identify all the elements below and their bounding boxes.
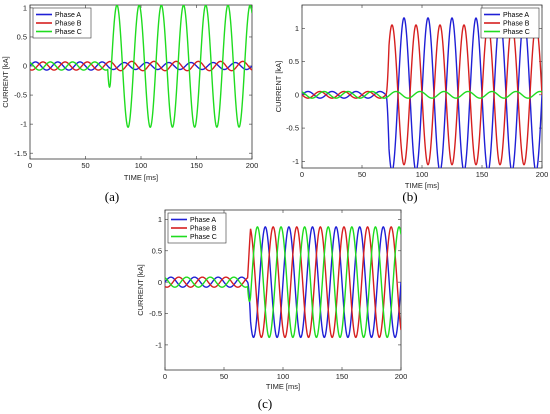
series-line-phase-a <box>30 61 252 71</box>
x-tick-label: 150 <box>336 372 349 381</box>
y-tick-label: -1 <box>155 341 162 350</box>
y-tick-label: -1 <box>20 120 27 129</box>
y-tick-label: -0.5 <box>14 91 27 100</box>
series-line-phase-c <box>302 90 542 99</box>
x-axis-label: TIME [ms] <box>405 181 439 190</box>
series-group <box>165 226 401 339</box>
y-axis-label: CURRENT [kA] <box>1 56 10 108</box>
x-tick-label: 0 <box>163 372 167 381</box>
x-tick-label: 100 <box>277 372 290 381</box>
y-tick-label: -0.5 <box>286 124 299 133</box>
x-tick-label: 100 <box>416 170 429 179</box>
y-tick-label: 1 <box>23 4 27 13</box>
x-tick-label: 200 <box>536 170 549 179</box>
series-line-phase-a <box>165 226 401 339</box>
x-tick-label: 0 <box>300 170 304 179</box>
y-tick-label: 0.5 <box>152 246 162 255</box>
series-line-phase-c <box>165 226 401 339</box>
legend-entry: Phase C <box>190 234 217 241</box>
x-tick-label: 150 <box>476 170 489 179</box>
chart-panel-2: 0 50 100 150 200 1 0.5 0 -0.5 -1 TIME [ms] CURRENT … <box>274 4 549 204</box>
y-axis-label: CURRENT [kA] <box>274 61 283 113</box>
x-axis-label: TIME [ms] <box>266 382 300 391</box>
x-tick-label: 150 <box>190 161 203 170</box>
y-tick-label: 1 <box>158 215 162 224</box>
series-line-phase-b <box>302 24 542 166</box>
legend-entry: Phase A <box>503 12 529 19</box>
legend-entry: Phase C <box>55 29 82 36</box>
y-tick-label: -1 <box>292 157 299 166</box>
series-group <box>30 5 252 128</box>
panel-label: (b) <box>402 189 417 204</box>
series-line-phase-c <box>30 5 252 128</box>
y-tick-label: -1.5 <box>14 149 27 158</box>
series-line-phase-b <box>30 60 252 72</box>
series-line-phase-b <box>165 226 401 339</box>
legend-entry: Phase B <box>55 20 82 27</box>
y-axis-label: CURRENT [kA] <box>136 264 145 316</box>
x-tick-label: 200 <box>246 161 259 170</box>
x-tick-label: 50 <box>220 372 228 381</box>
panel-label: (c) <box>258 396 272 411</box>
legend-entry: Phase B <box>503 20 530 27</box>
x-tick-label: 200 <box>395 372 408 381</box>
y-tick-label: 1 <box>295 24 299 33</box>
x-tick-label: 0 <box>28 161 32 170</box>
chart-panel-1: 0 50 100 150 200 1 0.5 0 -0.5 -1 -1.5 TIME [ms] CURR… <box>1 4 258 204</box>
legend-entry: Phase A <box>190 217 216 224</box>
legend-entry: Phase C <box>503 29 530 36</box>
y-tick-label: -0.5 <box>149 309 162 318</box>
x-tick-label: 50 <box>358 170 366 179</box>
y-tick-label: 0 <box>158 278 162 287</box>
chart-panel-3: 0 50 100 150 200 1 0.5 0 -0.5 -1 TIME [ms] CURRENT … <box>136 209 408 411</box>
y-tick-label: 0.5 <box>289 57 299 66</box>
x-tick-label: 100 <box>135 161 148 170</box>
y-tick-label: 0 <box>23 62 27 71</box>
x-tick-label: 50 <box>81 161 89 170</box>
legend-entry: Phase A <box>55 12 81 19</box>
legend-entry: Phase B <box>190 225 217 232</box>
y-tick-label: 0.5 <box>17 33 27 42</box>
panel-label: (a) <box>105 189 119 204</box>
x-axis-label: TIME [ms] <box>124 173 158 182</box>
y-tick-label: 0 <box>295 90 299 99</box>
